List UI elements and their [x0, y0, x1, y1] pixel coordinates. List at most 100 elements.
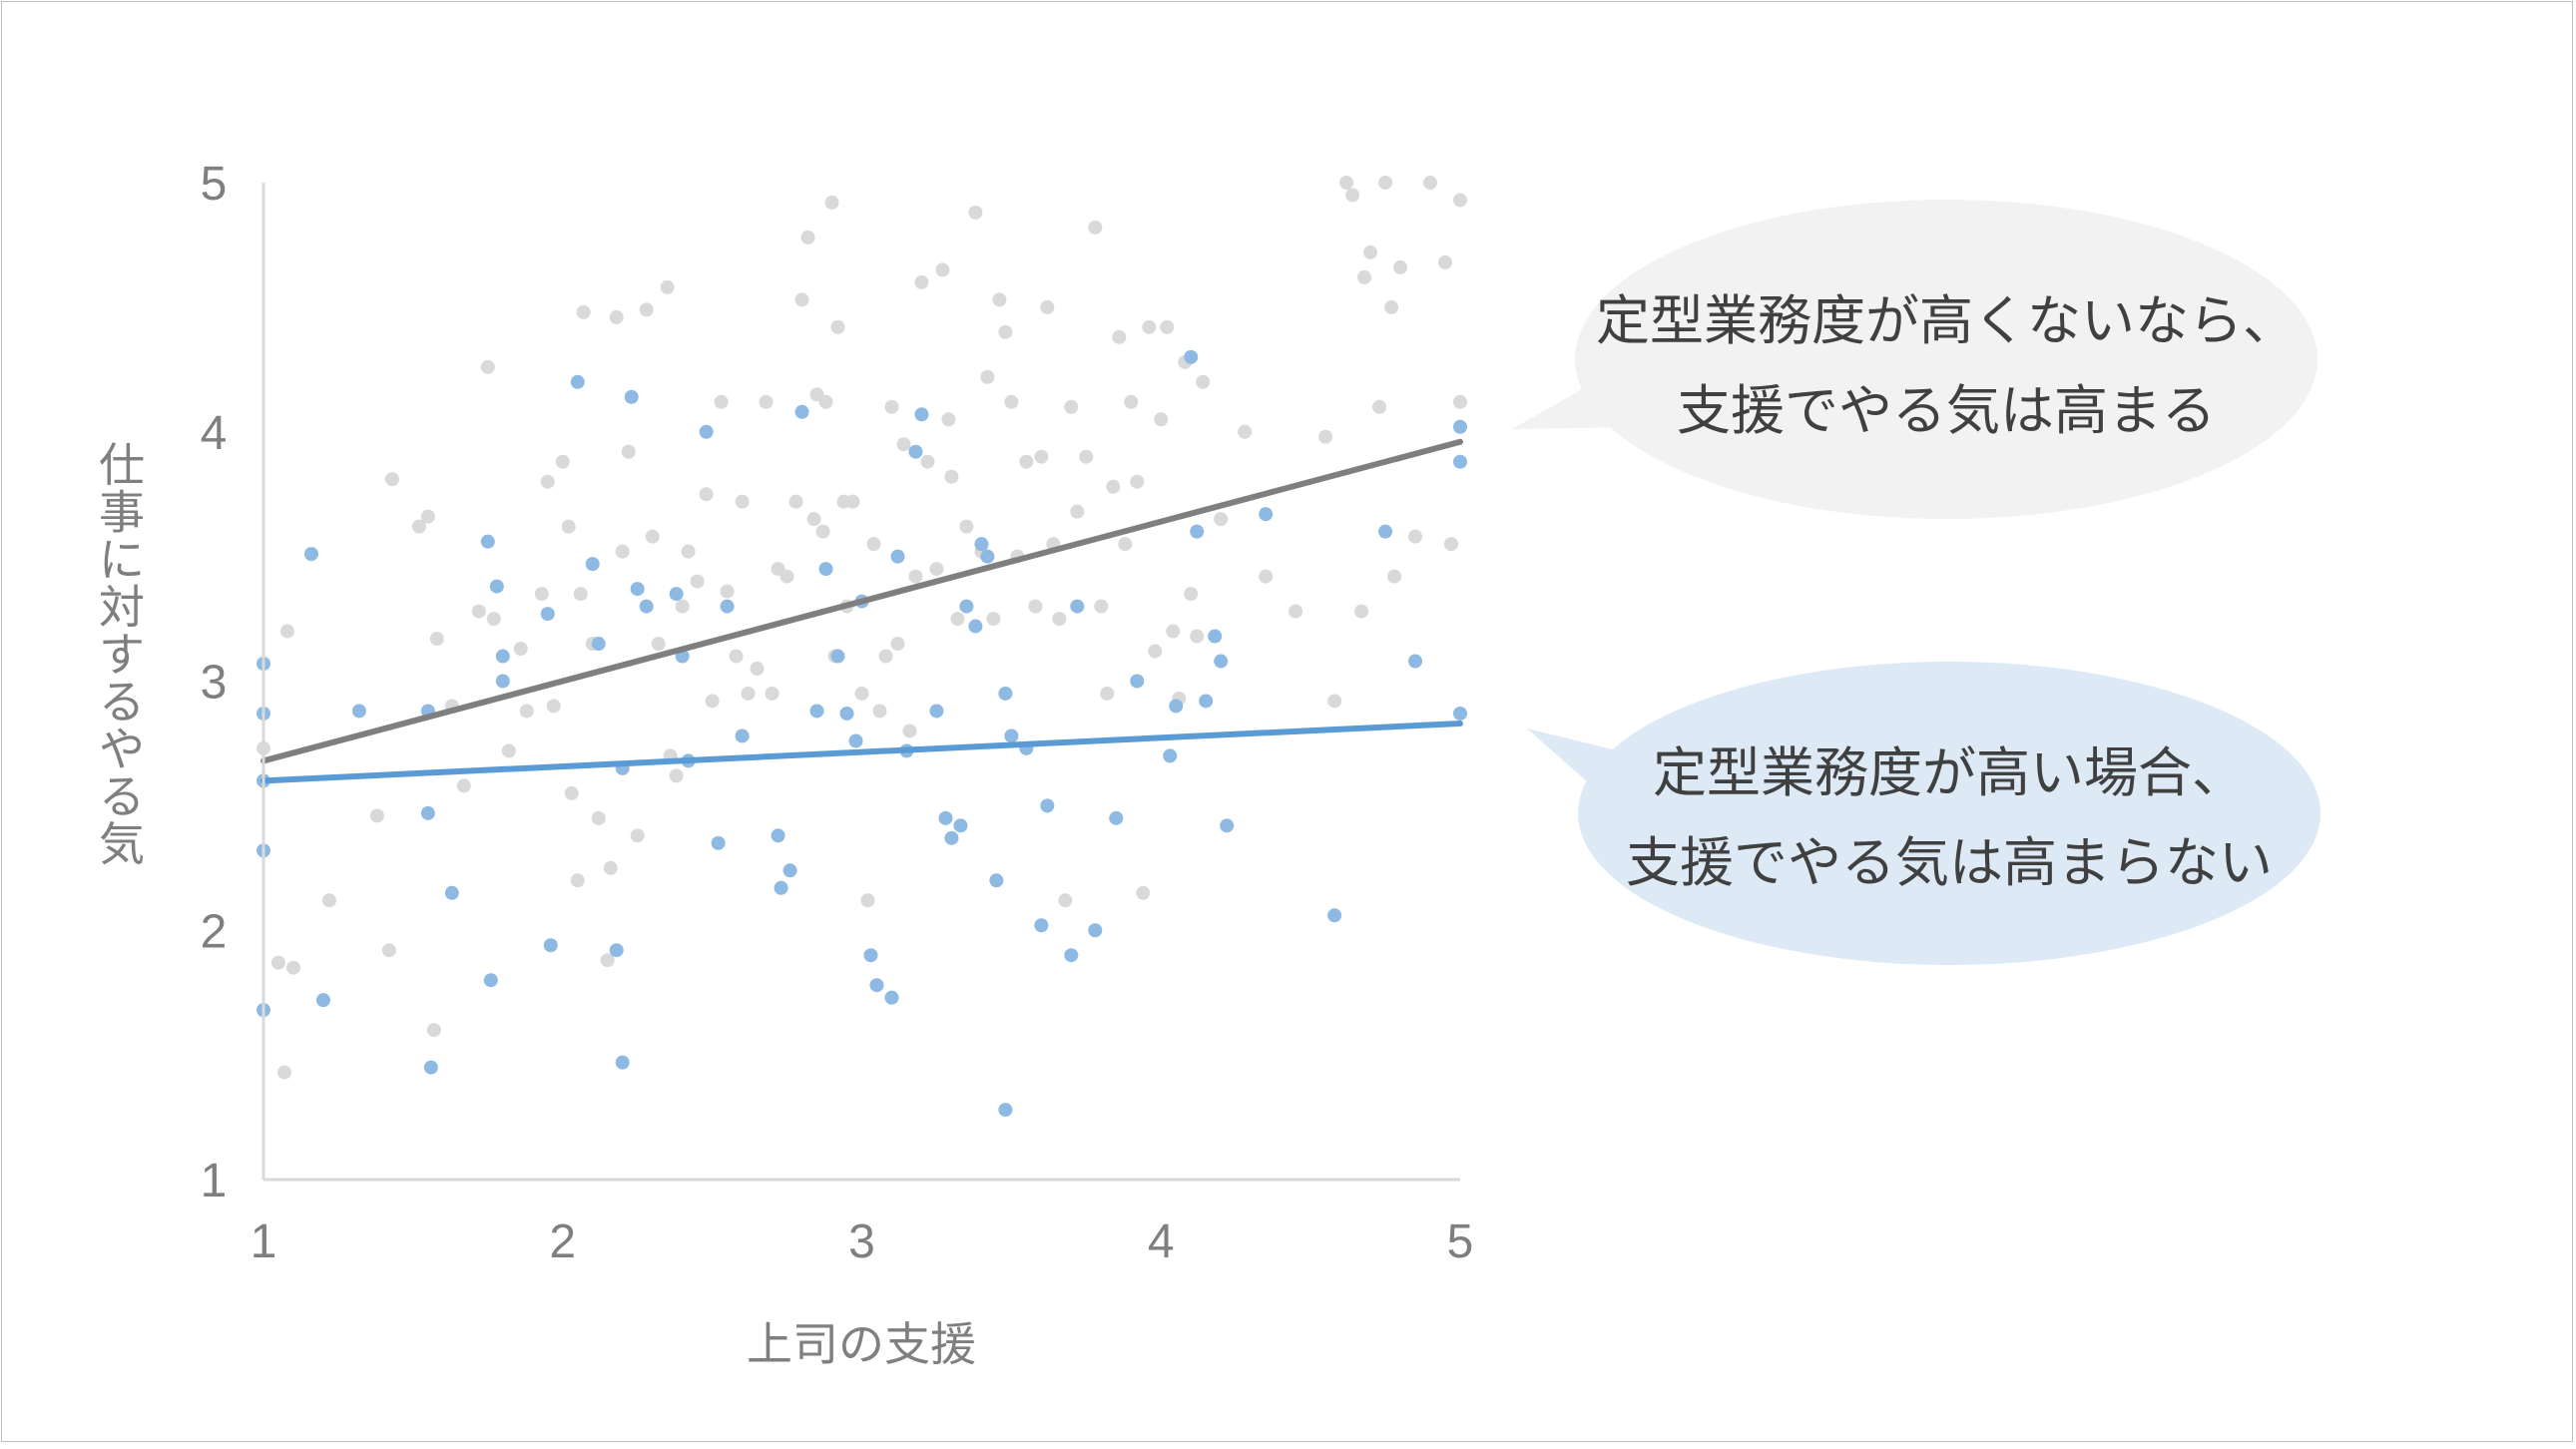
high_routine-point [591, 637, 606, 652]
low_routine-point [1106, 479, 1121, 494]
y-axis-title: 仕事に対するやる気 [99, 439, 145, 870]
low_routine-point [929, 562, 944, 577]
low_routine-point [729, 649, 744, 664]
high_routine-point [1169, 699, 1184, 714]
y-tick-label: 2 [201, 905, 228, 958]
high_routine-point [444, 885, 459, 900]
low_routine-point [573, 587, 588, 602]
high_routine-point [944, 830, 959, 845]
high_routine-point [1109, 810, 1124, 825]
low_routine-point [576, 304, 591, 319]
high_routine-point [1070, 599, 1085, 614]
low_routine-point [546, 699, 561, 714]
high_routine-point [1004, 728, 1019, 743]
low_routine-point [872, 704, 887, 719]
high_routine-point [615, 1055, 630, 1070]
high_routine-point [303, 547, 318, 562]
high_routine-point [1453, 706, 1467, 721]
low_routine-point [986, 612, 1001, 627]
low_routine-point [429, 632, 444, 647]
high_routine-point [848, 733, 863, 748]
high_routine-point [480, 534, 495, 549]
high_routine-point [699, 424, 714, 439]
high_routine-point [830, 649, 845, 664]
high_routine-point [1088, 923, 1103, 938]
low_routine-point [959, 519, 974, 534]
low_routine-point [660, 279, 675, 294]
high_routine-point [818, 562, 833, 577]
low_routine-point [570, 873, 585, 888]
low_routine-point [513, 642, 528, 657]
high_routine-point [669, 587, 684, 602]
low_routine-callout-line: 定型業務度が高くないなら、 [1596, 291, 2297, 351]
tick-labels-layer: 1 2 3 4 5 1 2 3 4 5 [201, 158, 1474, 1268]
x-tick-label: 1 [251, 1215, 277, 1268]
low_routine-point [1318, 429, 1333, 444]
low_routine-point [279, 624, 294, 639]
high_routine-point [1199, 694, 1214, 709]
low_routine-point [935, 262, 950, 277]
low_routine-point [1345, 188, 1360, 203]
trend-lines-layer [260, 438, 1463, 784]
low_routine-point [1058, 893, 1073, 908]
low_routine-point [471, 604, 486, 619]
low_routine-point [944, 469, 959, 484]
low_routine-point [1327, 694, 1342, 709]
low_routine-point [750, 662, 765, 677]
low_routine-point [1064, 399, 1079, 414]
high_routine-point [315, 993, 330, 1008]
low_routine-point [1288, 604, 1303, 619]
high_routine-point [624, 389, 639, 404]
high_routine-point [1040, 798, 1055, 813]
y-tick-label: 3 [201, 657, 228, 710]
high_routine-point [968, 619, 983, 634]
low_routine-point [794, 292, 809, 307]
low_routine-point [815, 524, 830, 539]
high_routine-point [483, 973, 498, 988]
x-axis-title: 上司の支援 [747, 1318, 976, 1370]
high_routine-point [1064, 948, 1079, 963]
low_routine-point [1118, 537, 1133, 552]
y-tick-label: 1 [201, 1155, 228, 1208]
low_routine-point [519, 704, 534, 719]
low_routine-point [1378, 176, 1393, 190]
low_routine-point [1094, 599, 1109, 614]
high_routine-point [543, 938, 558, 953]
high_routine-point [639, 599, 654, 614]
low_routine-point [1393, 259, 1408, 274]
high_routine-point [570, 374, 585, 389]
low_routine-point [902, 724, 917, 738]
low_routine-point [480, 359, 495, 374]
high_routine-point [1163, 748, 1178, 763]
low_routine-point [998, 324, 1013, 339]
high_routine-callout-line: 定型業務度が高い場合、 [1653, 743, 2246, 803]
low_routine-point [890, 637, 905, 652]
low_routine-point [699, 487, 714, 502]
low_routine-callout-line: 支援でやる気は高まる [1677, 381, 2216, 441]
high_routine-point [998, 686, 1013, 701]
low_routine-point [681, 544, 696, 559]
low_routine-point [1124, 394, 1139, 409]
low_routine-point [980, 369, 995, 384]
high_routine-point [782, 863, 797, 878]
low_routine-point [992, 292, 1007, 307]
low_routine-point [540, 474, 555, 489]
low_routine-point [1040, 299, 1055, 314]
low_routine-point [426, 1023, 441, 1038]
low_routine-point [420, 509, 435, 524]
low_routine-point [788, 494, 803, 509]
low_routine-point [1160, 319, 1175, 334]
low_routine-point [779, 569, 794, 584]
low_routine-point [1100, 686, 1115, 701]
low_routine-point [321, 893, 336, 908]
low_routine-point [1357, 269, 1372, 284]
low_routine-point [759, 394, 773, 409]
low_routine-point [860, 893, 875, 908]
high_routine-point [735, 728, 750, 743]
low_routine-point [1423, 176, 1438, 190]
low_routine-point [765, 686, 779, 701]
high_routine-point [929, 704, 944, 719]
high_routine-point [720, 599, 735, 614]
low_routine-point [818, 394, 833, 409]
